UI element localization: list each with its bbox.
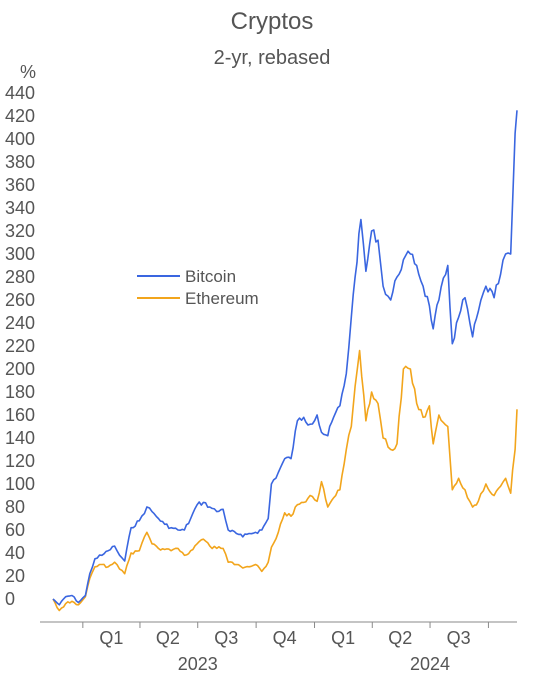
chart-subtitle: 2-yr, rebased (214, 47, 331, 69)
y-tick-label: 40 (5, 543, 25, 563)
x-quarter-label: Q1 (99, 628, 123, 648)
y-tick-label: 380 (5, 152, 35, 172)
y-tick-label: 100 (5, 474, 35, 494)
y-tick-label: 140 (5, 428, 35, 448)
series-line-bitcoin (52, 110, 518, 606)
chart-title: Cryptos (231, 8, 314, 35)
y-tick-label: 420 (5, 106, 35, 126)
y-tick-label: 120 (5, 451, 35, 471)
x-quarter-label: Q2 (156, 628, 180, 648)
x-axis-year-labels: 2023 2024 (178, 654, 450, 674)
series-lines (52, 110, 518, 612)
x-axis-quarter-ticks (82, 622, 489, 628)
y-tick-label: 60 (5, 520, 25, 540)
x-quarter-label: Q3 (447, 628, 471, 648)
y-axis-ticks: 0 20 40 60 80 100 120 140 160 180 200 220 240 260 280 3… (5, 83, 35, 609)
y-tick-label: 220 (5, 336, 35, 356)
y-tick-label: 80 (5, 497, 25, 517)
y-tick-label: 400 (5, 129, 35, 149)
legend-label: Ethereum (185, 289, 259, 308)
x-quarter-label: Q3 (214, 628, 238, 648)
y-tick-label: 280 (5, 267, 35, 287)
y-tick-label: 20 (5, 566, 25, 586)
x-year-label: 2024 (410, 654, 450, 674)
y-tick-label: 300 (5, 244, 35, 264)
y-tick-label: 180 (5, 382, 35, 402)
y-tick-label: 440 (5, 83, 35, 103)
x-quarter-label: Q2 (388, 628, 412, 648)
x-axis-quarter-labels: Q1 Q2 Q3 Q4 Q1 Q2 Q3 (99, 628, 470, 648)
y-tick-label: 240 (5, 313, 35, 333)
x-quarter-label: Q4 (273, 628, 297, 648)
y-tick-label: 260 (5, 290, 35, 310)
y-tick-label: 0 (5, 589, 15, 609)
series-line-ethereum (52, 349, 518, 612)
y-tick-label: 340 (5, 198, 35, 218)
x-quarter-label: Q1 (331, 628, 355, 648)
y-tick-label: 160 (5, 405, 35, 425)
y-tick-label: 320 (5, 221, 35, 241)
y-tick-label: 200 (5, 359, 35, 379)
legend: Bitcoin Ethereum (137, 267, 259, 308)
y-axis-unit: % (20, 62, 36, 82)
legend-label: Bitcoin (185, 267, 236, 286)
x-year-label: 2023 (178, 654, 218, 674)
y-tick-label: 360 (5, 175, 35, 195)
